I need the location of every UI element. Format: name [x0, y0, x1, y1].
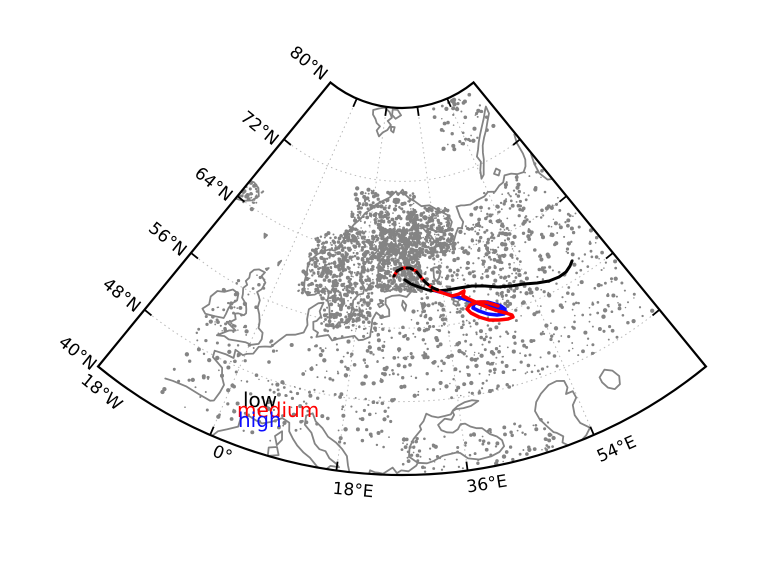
lake-speckles — [160, 92, 655, 473]
coastline-svalbard-ne — [391, 108, 402, 120]
map-boundary — [96, 80, 708, 477]
lat-tick-mark — [651, 309, 661, 317]
coastline-shetland — [277, 259, 283, 267]
coastline-sardinia — [266, 446, 280, 457]
lat-tick-mark — [190, 252, 199, 260]
coastline-faroe — [263, 232, 268, 239]
graticule-meridian — [446, 98, 595, 436]
lon-tick-mark — [465, 461, 469, 471]
coastline-svalbard-edge — [390, 125, 396, 134]
trajectory-low — [403, 259, 574, 293]
lon-tick-mark — [352, 98, 358, 108]
lat-tick-mark — [143, 309, 153, 317]
graticule-meridian — [416, 106, 469, 471]
coastline-lake-rybinsk — [452, 300, 460, 307]
coastline-lake-ilmen — [421, 305, 426, 311]
lon-tick-mark — [446, 98, 452, 108]
lat-tick-mark — [558, 195, 568, 203]
tick-marks — [143, 98, 661, 471]
legend-item-low: low — [243, 388, 278, 412]
lat-tick-mark — [512, 138, 521, 146]
lat-tick-mark — [283, 138, 292, 146]
lon-tick-mark — [209, 426, 215, 436]
coastline-mainland — [164, 133, 527, 402]
coastline-aegean-blacksea — [368, 399, 505, 475]
graticule-parallel — [283, 138, 521, 182]
coastline-vaygach — [493, 167, 501, 177]
lat-tick-mark — [605, 252, 614, 260]
legend-item-high: high — [238, 408, 282, 432]
trajectory-release-hook-black — [392, 266, 440, 292]
lon-tick-mark — [335, 461, 339, 471]
coastline-novaya-zemlya — [476, 105, 490, 180]
coastline-lake-peipus — [401, 299, 408, 312]
coastline-corsica — [274, 430, 283, 446]
legend-item-medium: medium — [237, 398, 320, 422]
map-interior — [144, 92, 660, 475]
graticule-parallel — [190, 252, 614, 329]
lon-tick-label: 18°E — [331, 478, 375, 503]
lon-tick-mark — [384, 106, 388, 117]
coastline-aral — [598, 368, 621, 390]
lat-tick-mark — [236, 195, 246, 203]
coastline-mediterranean — [211, 412, 351, 473]
graticule-parallel — [144, 309, 660, 403]
trajectories — [392, 259, 574, 322]
coastline-britain — [216, 268, 267, 346]
lon-tick-mark — [589, 426, 595, 436]
lon-tick-mark — [416, 106, 420, 117]
coastline-svalbard-main — [372, 106, 393, 138]
coastline-lake-onega — [432, 266, 442, 283]
graticule-meridian — [209, 98, 358, 436]
coastline-orkney — [264, 267, 270, 271]
trajectory-medium — [432, 288, 515, 322]
graticule-meridian — [335, 106, 388, 471]
coastline-caspian — [534, 380, 591, 447]
coastline-hiiumaa — [378, 299, 385, 304]
